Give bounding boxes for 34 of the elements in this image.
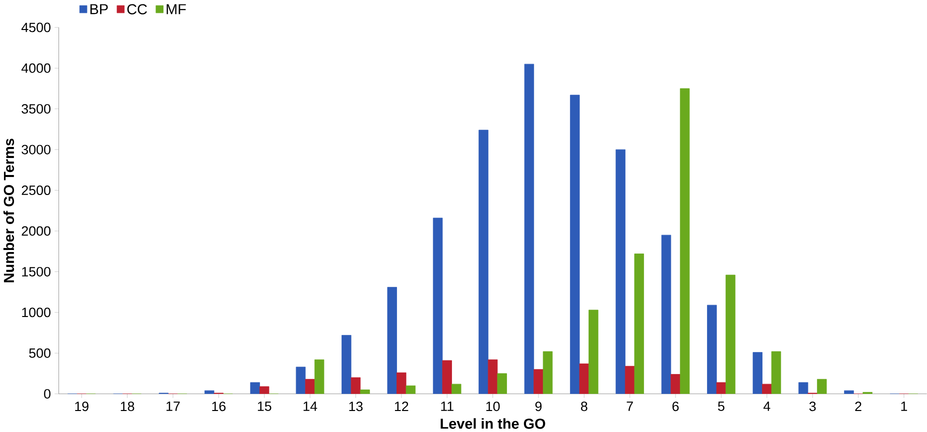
y-tick-label: 3000	[22, 144, 50, 154]
legend-label: CC	[127, 4, 147, 14]
x-tick-label: 15	[258, 401, 272, 411]
x-tick-label: 13	[349, 401, 363, 411]
x-tick-label: 9	[535, 401, 542, 411]
x-tick-label: 3	[809, 401, 816, 411]
x-tick-label: 10	[486, 401, 500, 411]
x-axis-title: Level in the GO	[440, 418, 546, 429]
x-tick-label: 5	[718, 401, 724, 411]
x-tick-label: 14	[304, 401, 318, 411]
x-tick-label: 6	[672, 401, 679, 411]
y-tick-label: 0	[44, 388, 50, 398]
x-tick-label: 17	[166, 401, 180, 411]
legend-label: BP	[90, 4, 108, 14]
x-tick-label: 18	[120, 401, 134, 411]
x-tick-label: 11	[441, 401, 454, 411]
x-tick-label: 4	[763, 401, 770, 411]
y-tick-label: 1500	[22, 266, 50, 276]
y-tick-label: 4500	[21, 22, 50, 32]
x-tick-label: 2	[855, 401, 862, 411]
legend-label: MF	[166, 4, 186, 14]
y-tick-label: 3500	[22, 104, 50, 114]
y-tick-label: 2000	[22, 226, 50, 236]
y-tick-label: 4000	[21, 63, 50, 73]
y-axis-title: Number of GO Terms	[3, 138, 14, 282]
x-tick-label: 7	[626, 401, 633, 411]
x-tick-label: 19	[75, 401, 88, 411]
x-tick-label: 1	[901, 401, 908, 411]
x-tick-label: 8	[581, 401, 588, 411]
x-tick-label: 16	[212, 401, 226, 411]
y-tick-label: 2500	[22, 185, 50, 195]
x-tick-label: 12	[394, 401, 408, 411]
y-tick-label: 500	[29, 348, 50, 358]
y-tick-label: 1000	[22, 308, 50, 318]
